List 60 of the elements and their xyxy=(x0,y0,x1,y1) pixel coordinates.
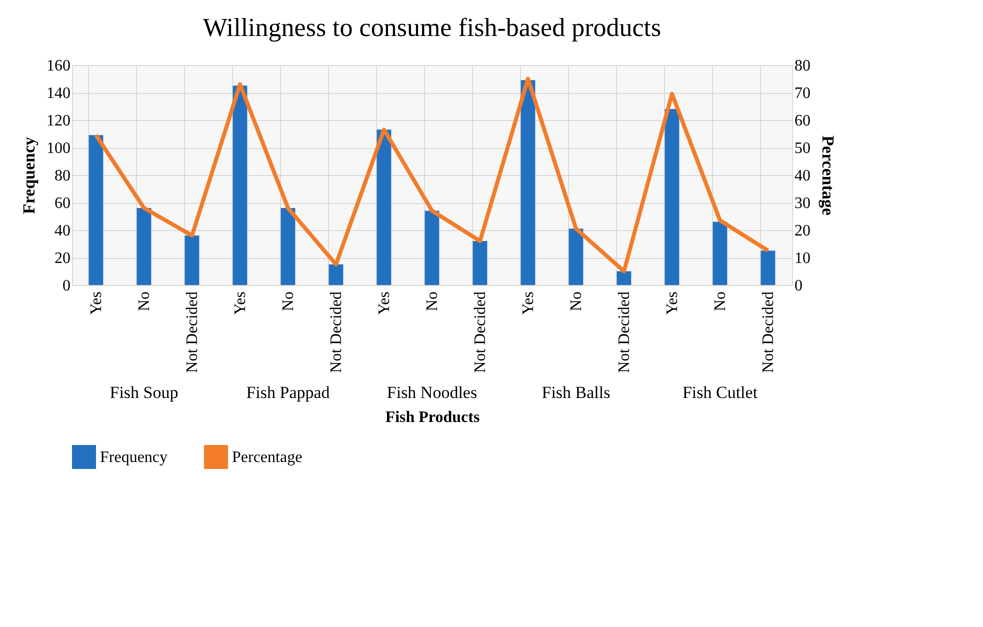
x-tick-label: Not Decided xyxy=(184,292,201,373)
bar xyxy=(520,80,536,285)
text: Fish Pappad xyxy=(246,383,330,402)
x-tick-label: Yes xyxy=(88,292,105,315)
y2-tick-label: 20 xyxy=(794,222,810,240)
bar xyxy=(232,86,248,285)
legend-label: Percentage xyxy=(232,449,302,466)
x-tick-label: No xyxy=(712,292,729,312)
bar xyxy=(184,236,200,285)
y-tick-label: 140 xyxy=(46,85,70,102)
x-tick-label: Yes xyxy=(664,292,681,315)
y2-tick-label: 40 xyxy=(794,168,810,184)
y2-tick-label: 50 xyxy=(794,140,810,157)
x-tick-label: No xyxy=(136,292,153,312)
legend-label: Frequency xyxy=(100,449,168,466)
y2-axis-title: Percentage xyxy=(818,136,838,216)
x-tick-label: No xyxy=(424,292,441,312)
bar xyxy=(328,264,344,285)
y2-tick-label: 0 xyxy=(794,278,802,294)
y2-tick-label: 30 xyxy=(794,195,810,212)
x-tick-label: Not Decided xyxy=(616,292,633,373)
x-tick-label: Yes xyxy=(232,292,249,315)
text: Fish Cutlet xyxy=(682,383,758,402)
bar xyxy=(424,210,440,285)
y2-tick-label: 60 xyxy=(794,112,810,130)
bar xyxy=(616,271,632,285)
text: Fish Balls xyxy=(542,383,610,402)
y-tick-label: 100 xyxy=(46,140,70,157)
y2-tick-label: 10 xyxy=(794,250,810,267)
y-tick-label: 20 xyxy=(54,250,70,267)
x-tick-label: Not Decided xyxy=(760,292,777,373)
x-tick-label: Not Decided xyxy=(328,292,345,373)
y-tick-label: 0 xyxy=(62,278,70,294)
x-axis-title: Fish Products xyxy=(385,408,480,426)
chart-title: Willingness to consume fish-based products xyxy=(202,13,662,42)
line-series xyxy=(94,76,770,274)
x-tick-label: Yes xyxy=(376,292,393,315)
bar xyxy=(712,222,728,285)
bar xyxy=(136,208,152,285)
y2-tick-label: 80 xyxy=(794,58,810,74)
bar xyxy=(88,135,104,285)
bar xyxy=(664,109,680,285)
bar xyxy=(472,241,488,285)
y-tick-label: 60 xyxy=(54,195,70,212)
bar xyxy=(376,130,392,285)
y-tick-label: 160 xyxy=(46,58,70,74)
x-tick-label: No xyxy=(280,292,297,312)
x-tick-label: No xyxy=(568,292,585,312)
y-tick-label: 80 xyxy=(54,168,70,184)
text: Fish Soup xyxy=(110,383,178,402)
text: Fish Noodles xyxy=(386,383,478,402)
y2-tick-label: 70 xyxy=(794,85,810,102)
bar xyxy=(760,250,776,285)
x-tick-label: Not Decided xyxy=(472,292,489,373)
bar xyxy=(568,228,584,285)
x-tick-label: Yes xyxy=(520,292,537,315)
y-tick-label: 40 xyxy=(54,222,70,240)
y-axis-title: Frequency xyxy=(20,136,38,214)
y-tick-label: 120 xyxy=(46,112,70,130)
bar xyxy=(280,208,296,285)
